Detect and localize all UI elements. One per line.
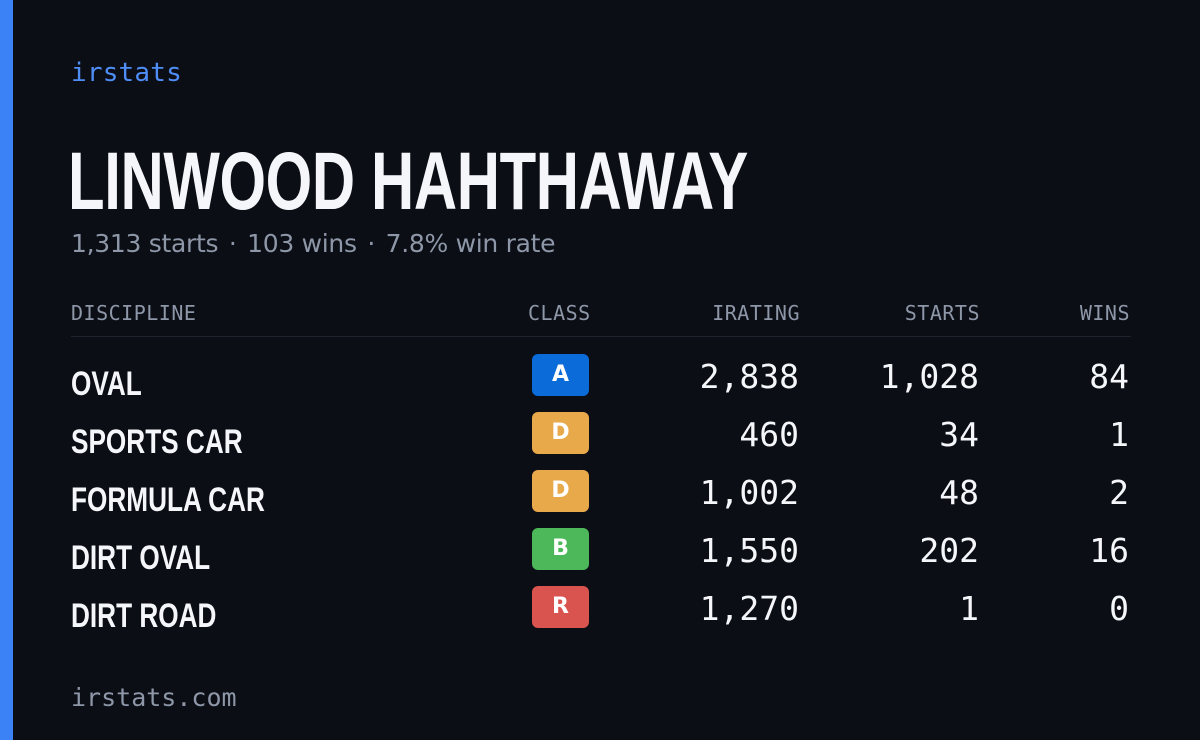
accent-bar [0, 0, 13, 740]
starts-value: 1 [959, 589, 979, 628]
license-class-badge: R [532, 586, 589, 628]
header-irating: IRATING [712, 301, 800, 325]
starts-value: 202 [919, 531, 979, 570]
stats-table-header: DISCIPLINE CLASS IRATING STARTS WINS [71, 298, 1131, 328]
license-class-badge: D [532, 470, 589, 512]
summary-wins: 103 wins [247, 229, 357, 258]
header-class: CLASS [528, 301, 591, 325]
summary-starts: 1,313 starts [71, 229, 219, 258]
table-row: OVAL A 2,838 1,028 84 [71, 350, 1131, 408]
header-wins: WINS [1079, 301, 1130, 325]
table-row: DIRT OVAL B 1,550 202 16 [71, 524, 1131, 582]
header-discipline: DISCIPLINE [71, 301, 197, 325]
wins-value: 16 [1089, 531, 1129, 570]
header-divider [71, 336, 1131, 337]
footer-url: irstats.com [71, 683, 237, 712]
license-class-badge: D [532, 412, 589, 454]
irating-value: 1,270 [699, 589, 799, 628]
discipline-name: SPORTS CAR [71, 423, 243, 461]
irating-value: 460 [739, 415, 799, 454]
license-class-badge: A [532, 354, 589, 396]
wins-value: 1 [1109, 415, 1129, 454]
summary-separator: · [367, 229, 375, 258]
license-class-badge: B [532, 528, 589, 570]
irating-value: 1,550 [699, 531, 799, 570]
wins-value: 0 [1109, 589, 1129, 628]
starts-value: 48 [939, 473, 979, 512]
table-row: DIRT ROAD R 1,270 1 0 [71, 582, 1131, 640]
irating-value: 2,838 [699, 357, 799, 396]
starts-value: 34 [939, 415, 979, 454]
summary-separator: · [228, 229, 237, 258]
player-summary: 1,313 starts · 103 wins · 7.8% win rate [71, 226, 555, 262]
irating-value: 1,002 [699, 473, 799, 512]
discipline-name: FORMULA CAR [71, 481, 265, 519]
player-name: LINWOOD HAHTHAWAY [68, 136, 748, 227]
discipline-name: OVAL [71, 365, 142, 403]
discipline-name: DIRT ROAD [71, 597, 217, 635]
brand-logo-text: irstats [71, 58, 182, 88]
table-row: SPORTS CAR D 460 34 1 [71, 408, 1131, 466]
discipline-name: DIRT OVAL [71, 539, 211, 577]
starts-value: 1,028 [879, 357, 979, 396]
wins-value: 2 [1109, 473, 1129, 512]
table-row: FORMULA CAR D 1,002 48 2 [71, 466, 1131, 524]
stats-table-body: OVAL A 2,838 1,028 84 SPORTS CAR D 460 3… [71, 350, 1131, 640]
summary-win-rate: 7.8% win rate [385, 229, 556, 258]
wins-value: 84 [1089, 357, 1129, 396]
header-starts: STARTS [904, 301, 980, 325]
